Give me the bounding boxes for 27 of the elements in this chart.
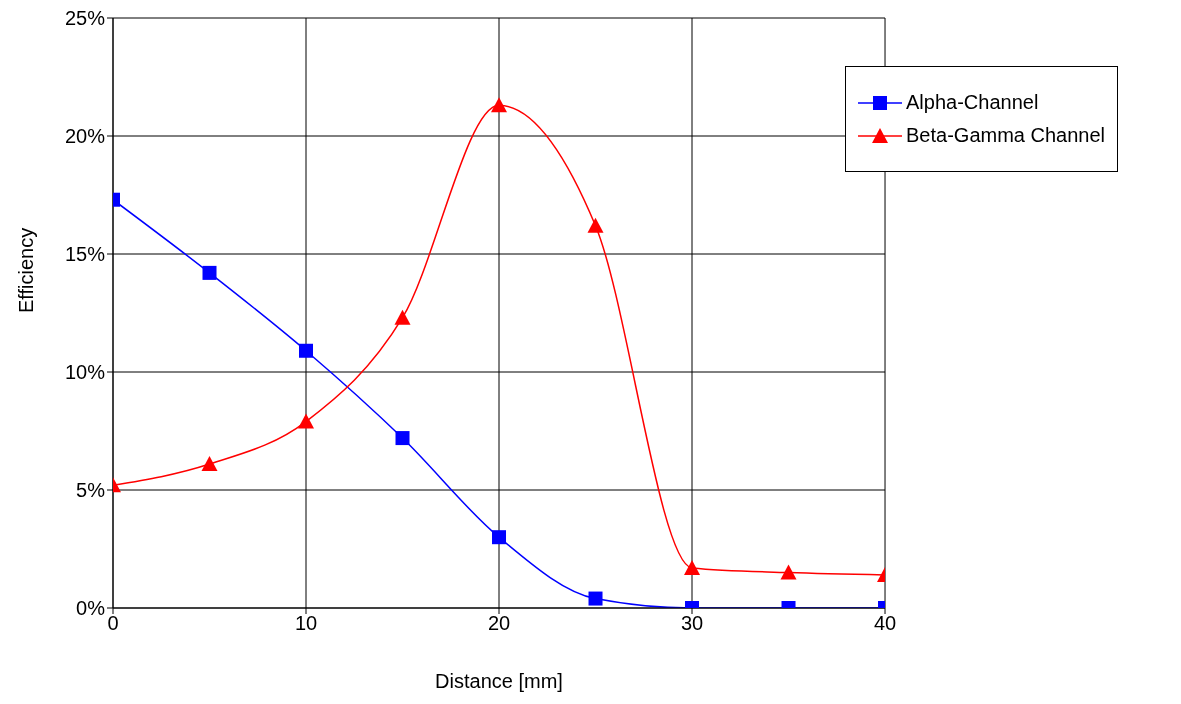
x-axis-title: Distance [mm] (435, 670, 563, 692)
x-tick-label: 20 (487, 612, 511, 635)
point (492, 530, 507, 545)
point (298, 413, 314, 429)
x-tick-label: 40 (873, 612, 897, 635)
point (395, 431, 410, 446)
legend-label: Beta-Gamma Channel (906, 124, 1105, 147)
y-tick-label: 15% (64, 243, 106, 266)
y-tick-label: 0% (76, 597, 106, 620)
point (202, 265, 217, 280)
y-tick-label: 25% (64, 7, 106, 30)
y-tick-label: 5% (76, 479, 106, 502)
point (491, 97, 508, 113)
y-axis-title: Efficiency (15, 227, 38, 313)
point (394, 309, 411, 325)
point (780, 564, 797, 580)
x-tick-label: 30 (680, 612, 704, 635)
legend-label: Alpha-Channel (906, 91, 1039, 114)
point (587, 217, 604, 233)
point (299, 343, 313, 358)
x-tick-label: 0 (107, 612, 119, 635)
point (201, 456, 218, 472)
x-tick-label: 10 (294, 612, 318, 635)
point (588, 591, 603, 606)
y-tick-label: 20% (64, 125, 106, 148)
y-tick-label: 10% (64, 361, 106, 384)
point (684, 559, 701, 575)
